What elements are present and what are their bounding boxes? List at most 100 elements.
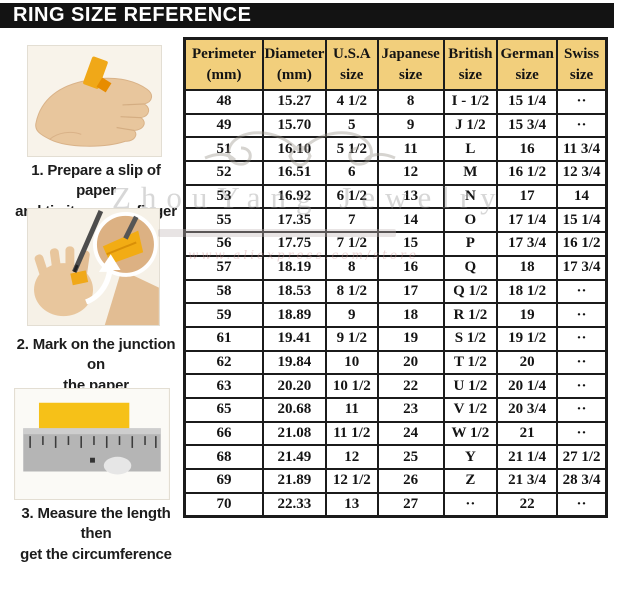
table-cell: 25 [376, 444, 445, 470]
table-cell: 22 [496, 491, 559, 518]
table-cell: L [442, 136, 499, 163]
table-cell: 49 [183, 112, 264, 139]
ring-size-table: Perimeter (mm) Diameter (mm) U.S.A size … [183, 37, 608, 519]
table-cell: 6 [324, 160, 379, 186]
table-cell: 15.70 [261, 112, 327, 139]
table-cell: 5 1/2 [324, 136, 379, 163]
table-cell: P [442, 231, 499, 257]
table-cell: ·· [556, 396, 608, 423]
table-cell: 62 [183, 349, 264, 376]
table-cell: 17 [376, 278, 445, 305]
table-cell: 22 [376, 373, 445, 399]
table-cell: 70 [183, 491, 264, 518]
table-body: 48 15.27 4 1/2 8 I - 1/2 15 1/4 ·· 49 15.70 5 9 J 1… [183, 89, 608, 518]
ruler-measuring-paper-icon [15, 389, 169, 499]
col-header-german: German size [496, 37, 559, 91]
table-header-row: Perimeter (mm) Diameter (mm) U.S.A size … [183, 37, 608, 91]
table-cell: 18.53 [261, 278, 327, 305]
table-cell: 4 1/2 [324, 89, 379, 115]
table-cell: 20 [376, 349, 445, 376]
table-cell: 23 [376, 396, 445, 423]
table-cell: 13 [324, 491, 379, 518]
col-header-usa: U.S.A size [324, 37, 379, 91]
table-cell: 7 1/2 [324, 231, 379, 257]
table-cell: 58 [183, 278, 264, 305]
table-cell: 12 1/2 [324, 468, 379, 494]
table-row: 63 20.20 10 1/2 22 U 1/2 20 1/4 ·· [183, 373, 608, 399]
table-cell: ·· [556, 491, 608, 518]
table-cell: 53 [183, 183, 264, 210]
table-cell: 21 1/4 [496, 444, 559, 470]
table-cell: T 1/2 [442, 349, 499, 376]
table-cell: 8 1/2 [324, 278, 379, 305]
table-cell: 26 [376, 468, 445, 494]
table-row: 70 22.33 13 27 ·· 22 ·· [183, 491, 608, 518]
step2-photo-pen-marking [27, 208, 160, 326]
table-cell: 20 [496, 349, 559, 376]
table-cell: 27 [376, 491, 445, 518]
table-cell: 18.89 [261, 302, 327, 328]
table-cell: 66 [183, 420, 264, 447]
table-cell: 69 [183, 468, 264, 494]
page-title: RING SIZE REFERENCE [13, 4, 252, 26]
table-cell: 24 [376, 420, 445, 447]
table-cell: 10 1/2 [324, 373, 379, 399]
table-cell: 16 1/2 [556, 231, 608, 257]
col-header-diameter: Diameter (mm) [261, 37, 327, 91]
table-cell: 8 [324, 254, 379, 281]
table-cell: 27 1/2 [556, 444, 608, 470]
table-cell: 9 [376, 112, 445, 139]
col-header-british: British size [442, 37, 499, 91]
title-bar: RING SIZE REFERENCE [0, 3, 614, 28]
table-row: 65 20.68 11 23 V 1/2 20 3/4 ·· [183, 396, 608, 423]
table-row: 55 17.35 7 14 O 17 1/4 15 1/4 [183, 207, 608, 234]
table-cell: 19 [376, 325, 445, 352]
table-row: 51 16.10 5 1/2 11 L 16 11 3/4 [183, 136, 608, 163]
col-header-japanese: Japanese size [376, 37, 445, 91]
table-cell: I - 1/2 [442, 89, 499, 115]
table-cell: 19 1/2 [496, 325, 559, 352]
table-cell: ·· [556, 420, 608, 447]
table-cell: 20 1/4 [496, 373, 559, 399]
col-header-swiss: Swiss size [556, 37, 608, 91]
instructions-sidebar: 1. Prepare a slip of paper and tie it on… [10, 40, 182, 596]
table-cell: 15 1/4 [496, 89, 559, 115]
table-cell: V 1/2 [442, 396, 499, 423]
table-cell: 20.68 [261, 396, 327, 423]
table-cell: 13 [376, 183, 445, 210]
step2-caption: 2. Mark on the junction on the paper [16, 336, 176, 394]
table-cell: 12 3/4 [556, 160, 608, 186]
col-header-perimeter: Perimeter (mm) [183, 37, 264, 91]
table-cell: 11 [376, 136, 445, 163]
table-cell: 6 1/2 [324, 183, 379, 210]
table-cell: 16 [376, 254, 445, 281]
table-cell: 57 [183, 254, 264, 281]
table-cell: 21.89 [261, 468, 327, 494]
table-row: 56 17.75 7 1/2 15 P 17 3/4 16 1/2 [183, 231, 608, 257]
table-cell: 17 3/4 [496, 231, 559, 257]
table-cell: ·· [556, 89, 608, 115]
table-row: 59 18.89 9 18 R 1/2 19 ·· [183, 302, 608, 328]
table-cell: 19.84 [261, 349, 327, 376]
table-row: 52 16.51 6 12 M 16 1/2 12 3/4 [183, 160, 608, 186]
table-cell: 16 [496, 136, 559, 163]
table-cell: 21 [496, 420, 559, 447]
table-cell: 14 [556, 183, 608, 210]
table-row: 48 15.27 4 1/2 8 I - 1/2 15 1/4 ·· [183, 89, 608, 115]
table-cell: R 1/2 [442, 302, 499, 328]
table-cell: 20 3/4 [496, 396, 559, 423]
table-cell: Q [442, 254, 499, 281]
table-cell: M [442, 160, 499, 186]
table-cell: ·· [556, 302, 608, 328]
table-cell: 8 [376, 89, 445, 115]
table-cell: 11 [324, 396, 379, 423]
table-cell: 11 3/4 [556, 136, 608, 163]
table-cell: Q 1/2 [442, 278, 499, 305]
table-cell: 18 1/2 [496, 278, 559, 305]
table-cell: J 1/2 [442, 112, 499, 139]
table-row: 66 21.08 11 1/2 24 W 1/2 21 ·· [183, 420, 608, 447]
table-cell: 17 [496, 183, 559, 210]
table-cell: ·· [556, 349, 608, 376]
table-cell: 5 [324, 112, 379, 139]
table-cell: 21.08 [261, 420, 327, 447]
